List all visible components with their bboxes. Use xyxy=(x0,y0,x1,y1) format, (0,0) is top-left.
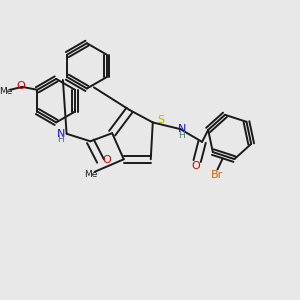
Text: S: S xyxy=(157,115,164,124)
Text: H: H xyxy=(57,135,64,144)
Text: Br: Br xyxy=(211,170,223,180)
Text: O: O xyxy=(16,81,25,91)
Text: H: H xyxy=(178,131,185,140)
Text: O: O xyxy=(102,155,111,165)
Text: N: N xyxy=(178,124,186,134)
Text: O: O xyxy=(191,161,200,171)
Text: Me: Me xyxy=(84,169,98,178)
Text: N: N xyxy=(57,129,65,139)
Text: Me: Me xyxy=(0,87,13,96)
